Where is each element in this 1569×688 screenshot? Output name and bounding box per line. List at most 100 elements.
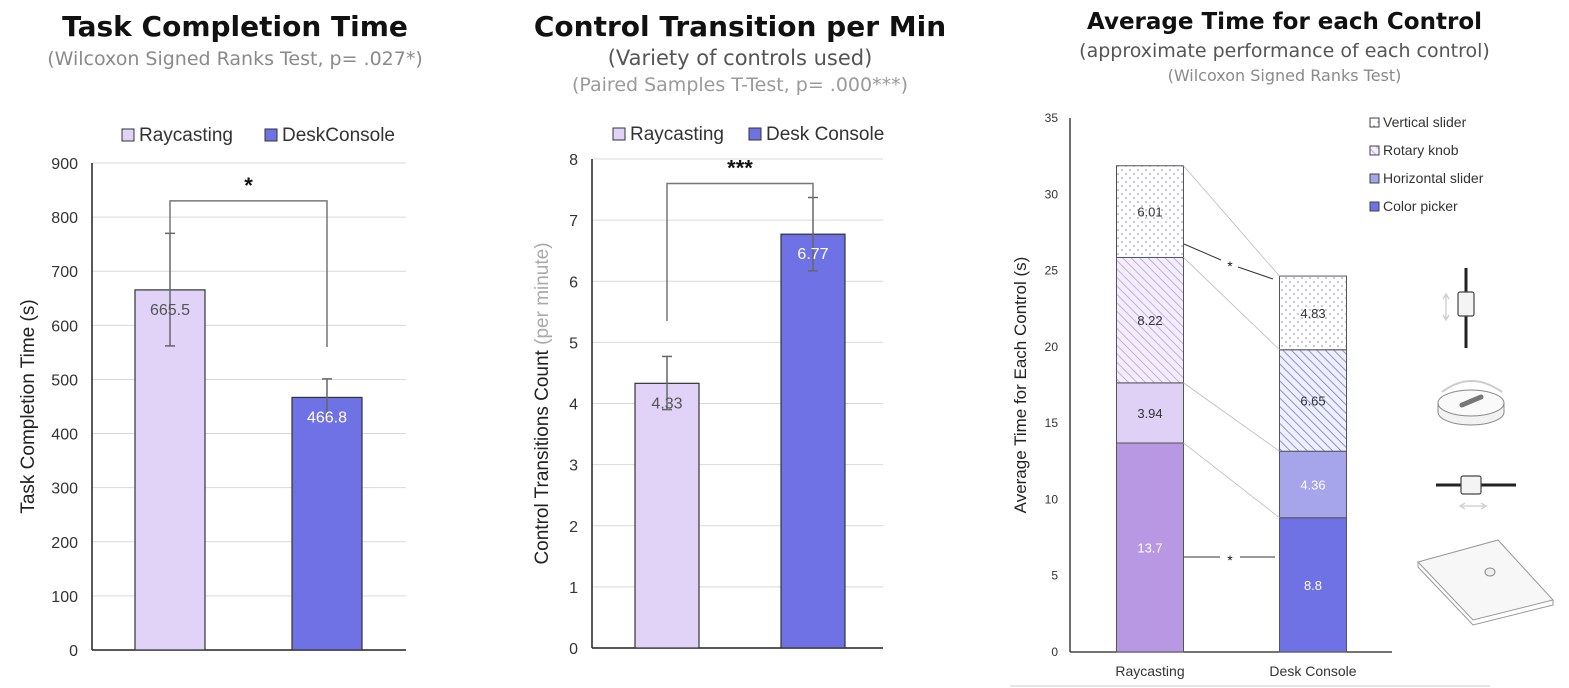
y-tick-label: 800 xyxy=(51,210,78,227)
picker-pad-edge xyxy=(1417,562,1554,626)
data-label: 4.33 xyxy=(651,395,682,412)
task-completion-panel: Task Completion Time (Wilcoxon Signed Ra… xyxy=(0,0,470,688)
y-tick-label: 7 xyxy=(569,213,578,230)
average-time-panel: Average Time for each Control (approxima… xyxy=(1000,0,1569,688)
bar-raycasting xyxy=(134,289,206,651)
y-tick-label: 900 xyxy=(51,156,78,173)
significance-marker: * xyxy=(244,173,253,198)
chart-title: Task Completion Time xyxy=(62,10,408,43)
y-tick-label: 700 xyxy=(51,264,78,281)
significance-bracket xyxy=(666,182,814,321)
y-tick-label: 500 xyxy=(51,372,78,389)
direction-arrows xyxy=(1442,292,1450,322)
y-axis-title-text: Task Completion Time (s) xyxy=(18,299,39,513)
legend-swatch xyxy=(1369,145,1380,156)
data-label: 6.65 xyxy=(1300,393,1325,408)
y-axis-title: Task Completion Time (s) xyxy=(18,299,39,513)
series-connector xyxy=(1183,165,1280,277)
chart-subtitle: (approximate performance of each control… xyxy=(1079,40,1490,62)
significance-bracket xyxy=(169,200,328,347)
y-tick-label: 10 xyxy=(1045,492,1059,506)
y-tick-label: 400 xyxy=(51,427,78,444)
legend-swatch xyxy=(264,128,278,142)
y-tick-label: 100 xyxy=(51,589,78,606)
y-tick-label: 0 xyxy=(569,641,578,658)
vertical-slider-icon xyxy=(1442,268,1475,348)
direction-arrows xyxy=(1458,502,1488,510)
significance-line xyxy=(1237,266,1274,280)
y-tick-label: 35 xyxy=(1045,111,1059,125)
y-tick-label: 3 xyxy=(569,458,578,475)
legend-label: Raycasting xyxy=(139,125,233,146)
legend-swatch xyxy=(1369,201,1380,212)
picker-pad xyxy=(1417,539,1554,621)
series-connector xyxy=(1183,257,1280,351)
bar-deskconsole xyxy=(291,396,363,651)
significance-marker: * xyxy=(1227,258,1233,274)
y-axis-title-unit: (per minute) xyxy=(532,242,553,350)
significance-marker: *** xyxy=(727,155,753,180)
y-tick-label: 1 xyxy=(569,580,578,597)
chart-subtitle: (Variety of controls used) xyxy=(607,46,873,70)
data-label: 4.36 xyxy=(1300,477,1325,492)
y-tick-label: 2 xyxy=(569,519,578,536)
x-tick-label: Desk Console xyxy=(1269,663,1356,679)
data-label: 8.8 xyxy=(1304,578,1322,593)
legend-label: Raycasting xyxy=(630,124,724,145)
data-label: 13.7 xyxy=(1137,540,1162,555)
y-tick-label: 200 xyxy=(51,535,78,552)
color-picker-icon xyxy=(1417,539,1554,626)
data-label: 466.8 xyxy=(307,409,347,426)
data-label: 665.5 xyxy=(150,302,190,319)
data-label: 4.83 xyxy=(1300,306,1325,321)
y-tick-label: 6 xyxy=(569,274,578,291)
legend-label: Horizontal slider xyxy=(1383,170,1484,186)
legend-label: Vertical slider xyxy=(1383,114,1467,130)
y-tick-label: 15 xyxy=(1045,416,1059,430)
control-transition-panel: Control Transition per Min (Variety of c… xyxy=(500,0,980,688)
knob-pointer xyxy=(1459,394,1484,408)
legend-label: Color picker xyxy=(1383,198,1458,214)
y-tick-label: 0 xyxy=(69,643,78,660)
y-tick-label: 5 xyxy=(569,335,578,352)
bar-segment-color-picker xyxy=(1279,517,1347,653)
legend-swatch xyxy=(1369,117,1380,128)
legend-swatch xyxy=(612,127,626,141)
y-tick-label: 30 xyxy=(1045,187,1059,201)
chart-subtitle-test: (Wilcoxon Signed Ranks Test) xyxy=(1167,66,1402,85)
chart-title: Average Time for each Control xyxy=(1086,9,1483,35)
y-axis-title: Average Time for Each Control (s) xyxy=(1011,257,1030,514)
legend-label: DeskConsole xyxy=(282,125,395,146)
data-label: 3.94 xyxy=(1137,406,1162,421)
bar-desk-console xyxy=(780,233,846,649)
series-connector xyxy=(1183,382,1280,452)
control-transition-chart: 0 1 2 3 4 5 6 7 8 4.33 6.77 ***Raycasting Desk Conso… xyxy=(532,124,884,658)
task-completion-chart: 0 100 200 300 400 500 600 700 800 900 665.5 466.8 * R… xyxy=(18,125,406,660)
y-tick-label: 300 xyxy=(51,481,78,498)
y-tick-label: 25 xyxy=(1045,264,1059,278)
slider-handle xyxy=(1457,291,1475,317)
y-tick-label: 0 xyxy=(1051,645,1058,659)
data-label: 6.01 xyxy=(1137,205,1162,220)
bar-raycasting xyxy=(634,382,700,649)
legend-swatch xyxy=(748,127,762,141)
significance-line xyxy=(1183,243,1222,261)
average-time-chart: 0 5 10 15 20 25 30 35 Average Time for Each Cont… xyxy=(1010,111,1554,687)
y-tick-label: 5 xyxy=(1051,569,1058,583)
y-tick-label: 4 xyxy=(569,397,578,414)
series-connector xyxy=(1183,442,1280,519)
legend-swatch xyxy=(1369,173,1380,184)
chart-subtitle-test: (Paired Samples T-Test, p= .000***) xyxy=(571,74,908,96)
bar-segment-color-picker xyxy=(1116,442,1184,653)
horizontal-slider-icon xyxy=(1436,475,1516,510)
y-axis-title-text: Control Transitions Count xyxy=(532,349,553,564)
significance-marker: * xyxy=(1227,552,1233,568)
slider-handle xyxy=(1460,475,1482,495)
bar-segment-vertical-slider xyxy=(1116,165,1184,258)
picker-knob xyxy=(1484,567,1496,577)
rotation-arrow xyxy=(1441,380,1503,393)
y-tick-label: 600 xyxy=(51,318,78,335)
data-label: 8.22 xyxy=(1137,313,1162,328)
y-tick-label: 20 xyxy=(1045,340,1059,354)
y-tick-label: 8 xyxy=(569,152,578,169)
